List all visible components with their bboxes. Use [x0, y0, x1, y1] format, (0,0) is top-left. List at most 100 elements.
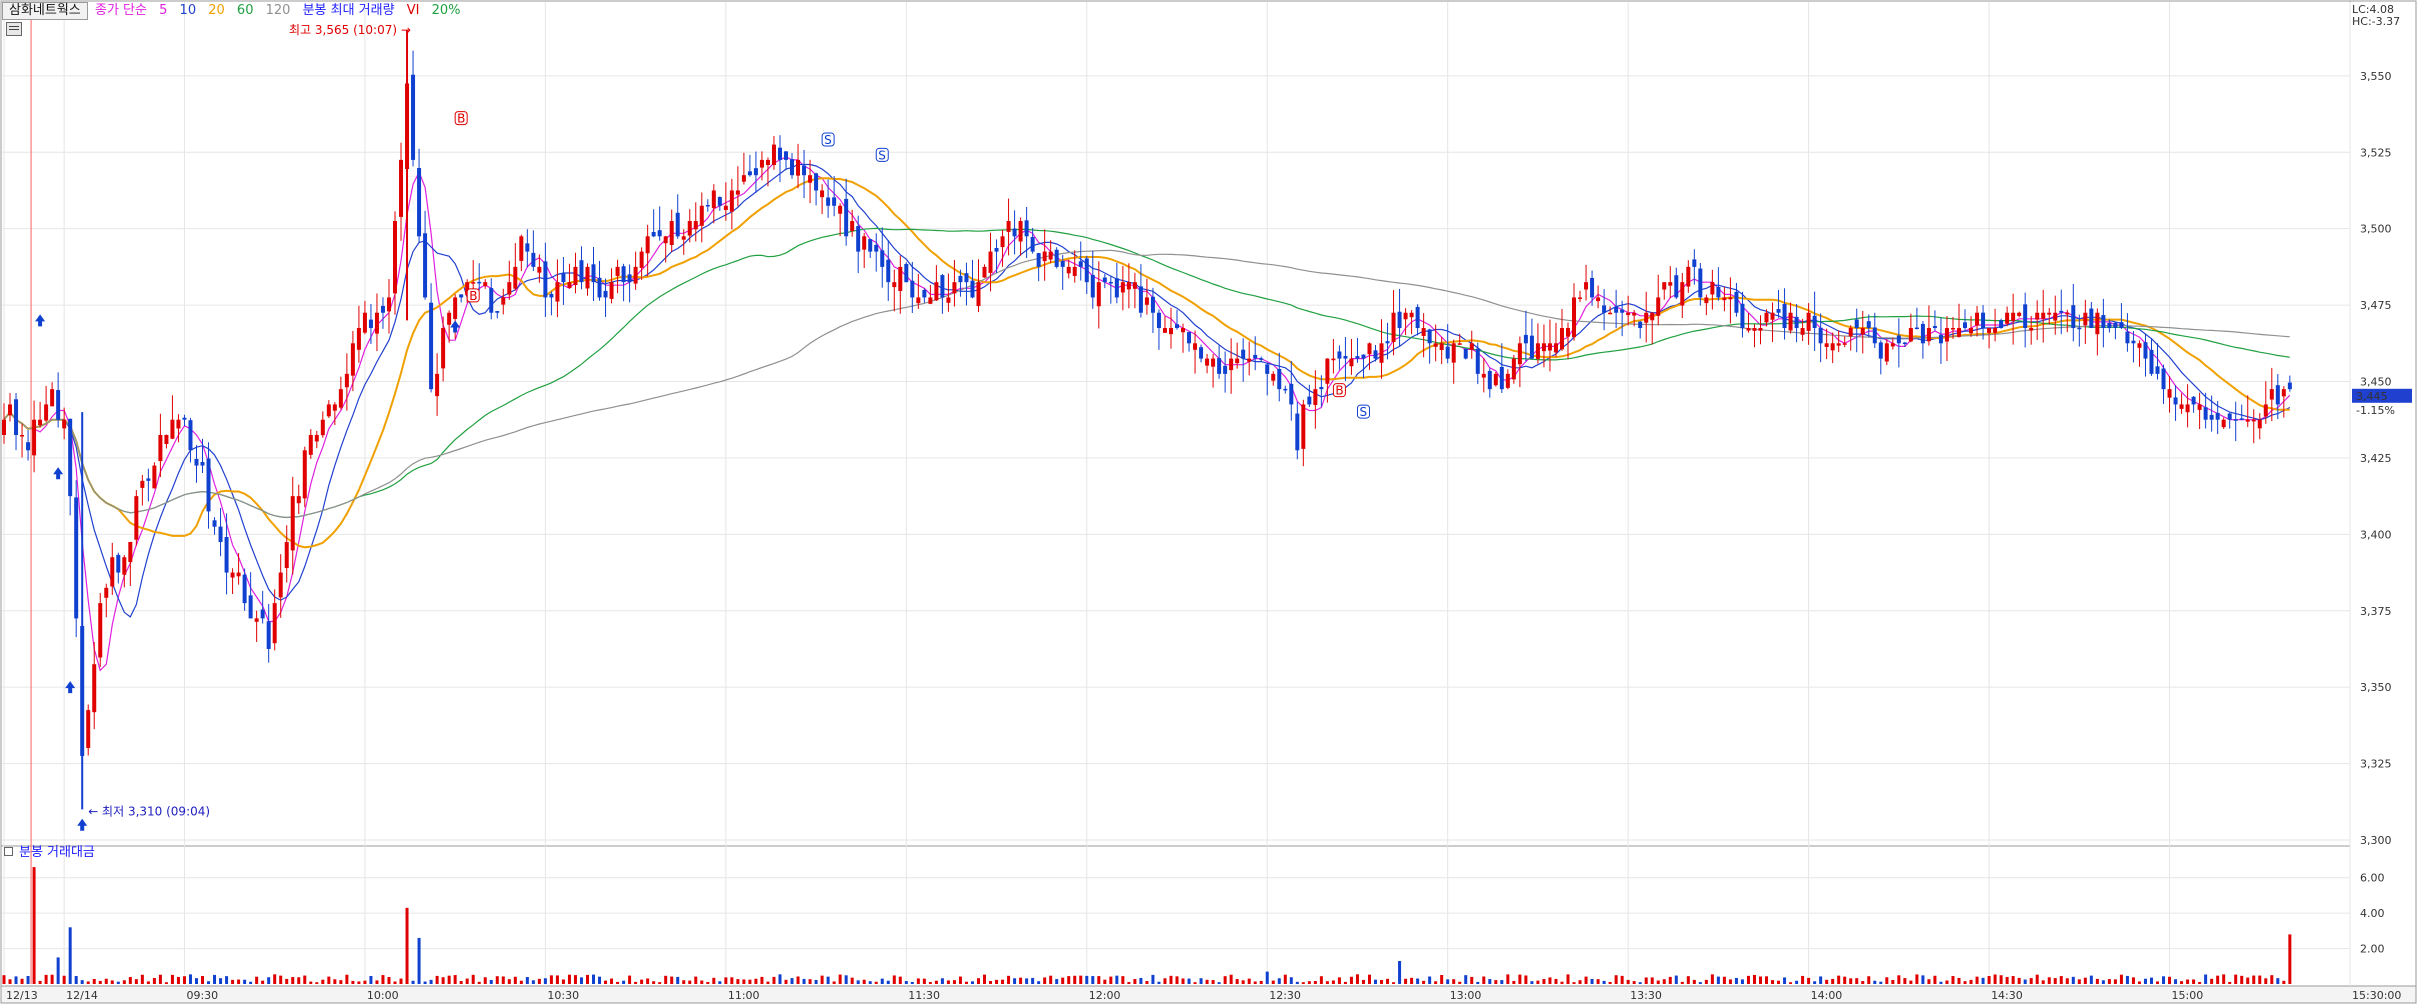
candle-body: [1102, 277, 1107, 283]
volume-bar: [1758, 976, 1762, 984]
candle-body: [26, 442, 31, 451]
candle-body: [759, 159, 764, 168]
candle-body: [20, 435, 25, 437]
candle-body: [1439, 343, 1444, 350]
candle-body: [122, 557, 127, 575]
volume-bar: [68, 927, 72, 984]
volume-bar: [989, 981, 993, 984]
volume-bar: [622, 980, 626, 984]
volume-bar: [1789, 982, 1793, 984]
buy-arrow-icon: [35, 314, 46, 327]
candle-body: [483, 282, 488, 286]
candle-body: [1854, 319, 1859, 329]
volume-bar: [592, 974, 596, 984]
candle-body: [1686, 266, 1691, 287]
symbol-title[interactable]: 삼화네트웍스: [2, 2, 88, 20]
volume-bar: [2246, 977, 2250, 984]
candle-body: [675, 212, 680, 237]
volume-bar: [1037, 981, 1041, 984]
candle-body: [639, 251, 644, 268]
time-axis-area: [0, 985, 2417, 1004]
volume-bar: [393, 981, 397, 984]
volume-bar: [664, 975, 668, 984]
candle-body: [2221, 419, 2226, 428]
candle-body: [1295, 413, 1300, 451]
candle-body: [549, 293, 554, 298]
candle-body: [110, 557, 115, 587]
candle-body: [1566, 328, 1570, 337]
candle-body: [1018, 221, 1023, 242]
volume-bar: [1169, 975, 1173, 984]
candle-body: [1229, 358, 1234, 371]
candle-body: [2149, 349, 2154, 374]
candle-body: [681, 236, 686, 240]
volume-bar: [1398, 960, 1402, 984]
candle-body: [1457, 343, 1462, 345]
candle-body: [790, 159, 795, 176]
volume-bar: [2095, 978, 2099, 984]
volume-bar: [688, 980, 692, 984]
volume-bar: [134, 979, 138, 984]
volume-bar: [501, 976, 505, 984]
high-annotation: 최고 3,565 (10:07) →: [289, 23, 411, 37]
volume-bar: [1253, 981, 1257, 984]
candle-body: [224, 537, 229, 573]
candle-body: [537, 266, 542, 273]
volume-bar: [321, 979, 325, 984]
price-tick-label: 3,400: [2360, 528, 2392, 541]
time-tick-label: 14:00: [1811, 989, 1843, 1002]
candle-body: [1084, 258, 1089, 283]
candle-body: [910, 280, 915, 298]
candle-body: [976, 282, 981, 307]
candle-body: [194, 458, 199, 466]
candle-body: [796, 159, 801, 176]
candle-body: [1517, 343, 1522, 365]
candle-body: [1746, 328, 1751, 331]
candle-body: [1535, 343, 1540, 359]
volume-bar: [513, 976, 517, 984]
volume-bar: [1861, 981, 1865, 984]
volume-bar: [459, 981, 463, 984]
candle-body: [1806, 312, 1811, 331]
volume-bar: [604, 980, 608, 984]
chart-settings-icon[interactable]: [6, 22, 22, 36]
volume-bar: [652, 981, 656, 984]
candle-body: [1078, 261, 1083, 267]
volume-bar: [1602, 980, 1606, 984]
volume-bar: [1542, 979, 1546, 984]
candle-body: [1006, 221, 1011, 232]
volume-bar: [447, 975, 451, 984]
candle-body: [862, 236, 867, 250]
volume-bar: [1722, 976, 1726, 984]
volume-bar: [2168, 976, 2172, 984]
candle-body: [2041, 312, 2046, 319]
volume-bar: [1777, 980, 1781, 984]
candle-body: [814, 173, 819, 191]
candle-body: [1770, 312, 1775, 320]
candle-body: [368, 319, 373, 329]
candle-body: [747, 171, 752, 176]
candle-body: [994, 248, 999, 252]
volume-bar: [1127, 982, 1131, 984]
candle-body: [2275, 385, 2280, 405]
volume-bar: [1512, 980, 1516, 984]
volume-bar: [1975, 976, 1979, 984]
panel-toggle-icon[interactable]: [4, 847, 13, 856]
volume-bar: [976, 978, 980, 984]
volume-bar: [1301, 982, 1305, 984]
candle-body: [1427, 329, 1432, 344]
time-tick-label: 15:00: [2172, 989, 2204, 1002]
candle-body: [880, 250, 885, 267]
volume-bar: [748, 979, 752, 984]
candle-body: [1878, 342, 1883, 359]
volume-bar: [327, 976, 331, 984]
candle-body: [1144, 297, 1149, 305]
candle-body: [844, 198, 849, 237]
candle-body: [140, 480, 145, 488]
candle-body: [477, 281, 482, 284]
volume-bar: [2270, 975, 2274, 984]
candle-body: [170, 419, 175, 439]
volume-bar: [1151, 974, 1155, 984]
price-tick-label: 3,300: [2360, 834, 2392, 847]
